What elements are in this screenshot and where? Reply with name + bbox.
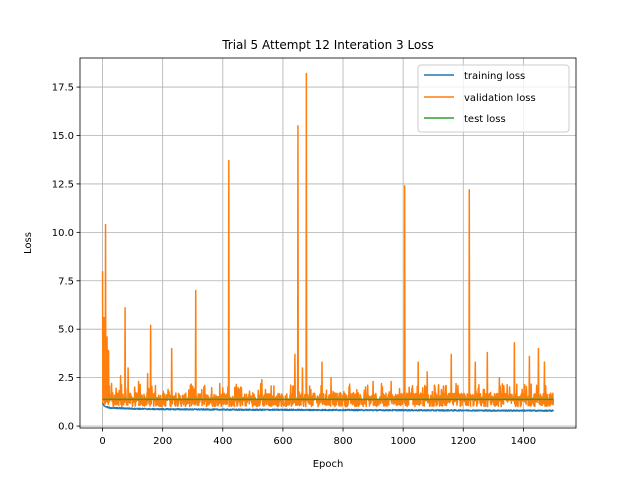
series-layer	[101, 72, 555, 413]
y-tick-label: 0.0	[58, 422, 74, 433]
x-tick-label: 400	[213, 436, 232, 447]
legend-label-training: training loss	[464, 71, 525, 82]
y-tick-label: 12.5	[52, 179, 74, 190]
ticks: 0 200 400 600 800 1000 1200 1400 0.0 2.5 5.0 7.5 10.…	[52, 83, 536, 447]
x-tick-label: 1400	[511, 436, 536, 447]
plot-frame	[79, 57, 577, 429]
y-tick-label: 17.5	[52, 83, 74, 94]
training-loss-line	[101, 402, 555, 413]
x-axis-title: Epoch	[313, 459, 344, 470]
legend-box	[417, 64, 570, 133]
x-tick-label: 200	[153, 436, 172, 447]
y-tick-label: 2.5	[58, 373, 74, 384]
y-tick-label: 7.5	[58, 276, 74, 287]
y-tick-label: 5.0	[58, 325, 74, 336]
chart-title: Trial 5 Attempt 12 Interation 3 Loss	[221, 38, 434, 52]
y-tick-label: 15.0	[52, 131, 74, 142]
y-axis-title: Loss	[23, 232, 34, 254]
x-tick-label: 0	[99, 436, 105, 447]
legend-label-test: test loss	[464, 114, 506, 125]
legend-label-validation: validation loss	[464, 93, 536, 104]
legend: training loss validation loss test loss	[417, 64, 570, 133]
x-tick-label: 800	[333, 436, 352, 447]
x-tick-label: 600	[273, 436, 292, 447]
x-tick-label: 1000	[390, 436, 415, 447]
validation-loss-line	[101, 72, 555, 408]
y-tick-label: 10.0	[52, 228, 74, 239]
x-tick-label: 1200	[451, 436, 476, 447]
